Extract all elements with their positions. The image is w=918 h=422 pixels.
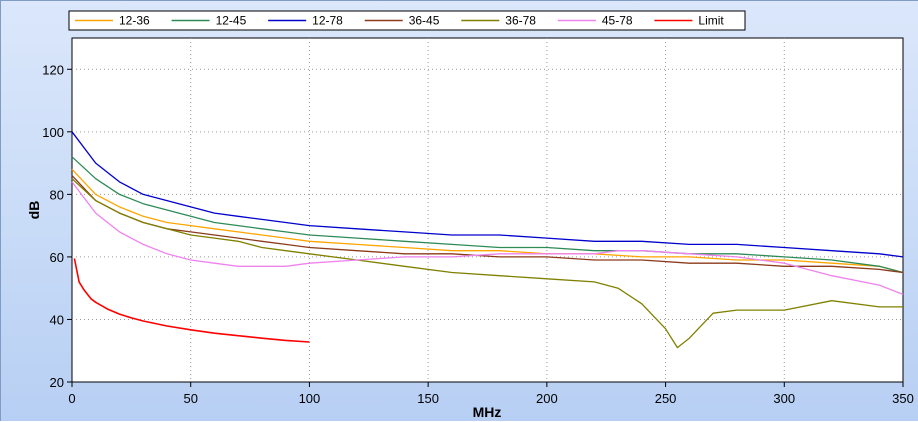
grid-layer [72, 38, 903, 382]
x-tick-label: 100 [299, 391, 321, 406]
x-tick-label: 0 [68, 391, 75, 406]
legend-label: 36-78 [505, 14, 536, 28]
legend-label: 12-45 [216, 14, 247, 28]
y-tick-label: 80 [50, 187, 64, 202]
legend-box [68, 10, 746, 31]
series-line-limit [73, 258, 310, 343]
x-tick-label: 200 [536, 391, 558, 406]
y-tick-label: 40 [50, 312, 64, 327]
legend-label: Limit [698, 14, 724, 28]
series-line-12-45 [71, 156, 904, 274]
legend-label: 36-45 [409, 14, 440, 28]
legend: 12-36 12-45 12-78 36-45 36-78 45-78 Limit [68, 10, 746, 31]
y-tick-label: 120 [42, 62, 64, 77]
series-layer [71, 131, 904, 349]
x-tick-label: 350 [892, 391, 914, 406]
axis-layer: 0 50 100 150 200 250 300 350 20 40 60 80 100 120 [42, 62, 914, 406]
y-tick-label: 100 [42, 125, 64, 140]
y-tick-label: 20 [50, 375, 64, 390]
x-tick-label: 250 [655, 391, 677, 406]
series-line-45-78 [71, 181, 904, 296]
series-line-12-78 [71, 131, 904, 258]
legend-label: 12-36 [119, 14, 150, 28]
x-tick-label: 300 [773, 391, 795, 406]
y-tick-label: 60 [50, 250, 64, 265]
y-axis-title: dB [26, 201, 42, 220]
legend-label: 45-78 [602, 14, 633, 28]
x-axis-title: MHz [473, 404, 502, 420]
series-line-12-36 [71, 168, 904, 274]
plot-area [71, 37, 904, 383]
series-line-36-78 [71, 178, 903, 349]
x-tick-label: 50 [183, 391, 197, 406]
x-tick-label: 150 [417, 391, 439, 406]
legend-label: 12-78 [312, 14, 343, 28]
